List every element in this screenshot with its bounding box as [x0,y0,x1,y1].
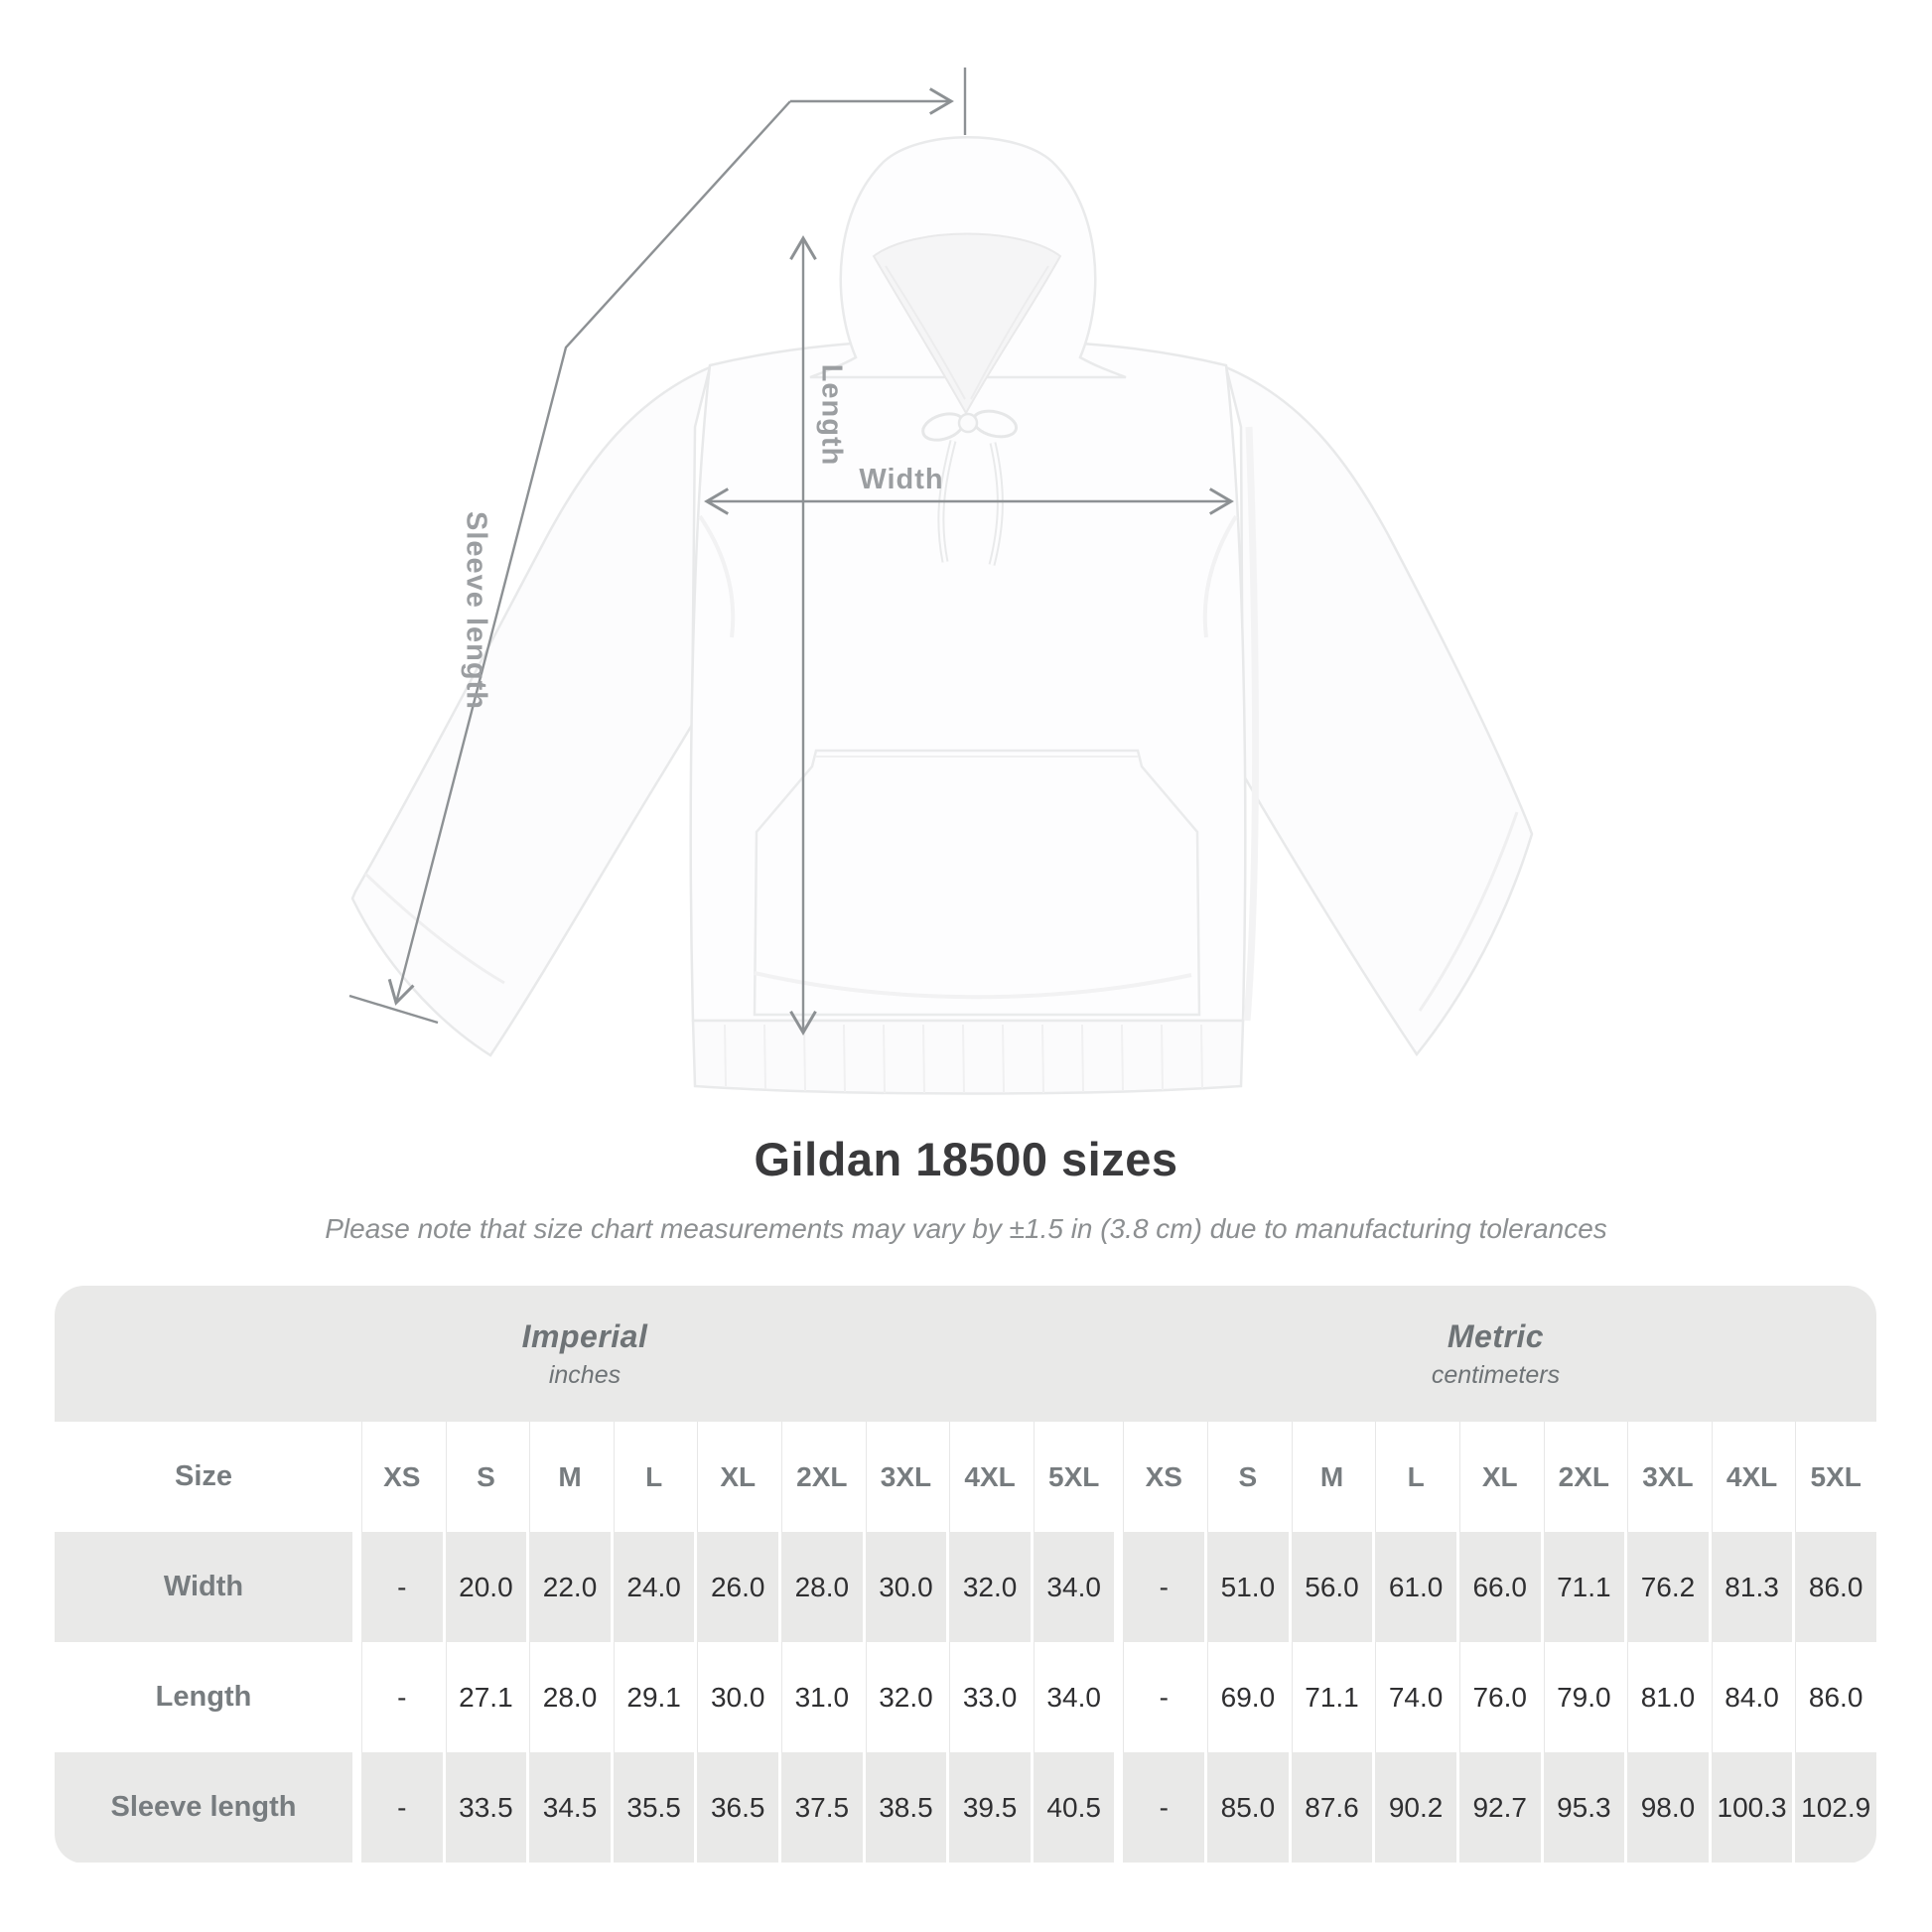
size-header-cell: L [610,1422,695,1532]
measure-cell: 35.5 [610,1752,695,1863]
measure-cell: - [1114,1642,1204,1752]
size-header-cell: 5XL [1030,1422,1115,1532]
table-rows: Width -20.0 22.0 24.0 26.0 28.0 30.0 32.0 34.0-5… [55,1532,1876,1863]
measure-cell: 69.0 [1204,1642,1289,1752]
measure-cell: 51.0 [1204,1532,1289,1642]
size-table: Imperial inches Metric centimeters Size … [55,1286,1876,1863]
measure-cell: 100.3 [1708,1752,1793,1863]
measure-cell: 20.0 [442,1532,527,1642]
page-subtitle: Please note that size chart measurements… [325,1213,1607,1244]
measure-cell: 32.0 [946,1532,1031,1642]
metric-unit-sub: centimeters [1431,1360,1561,1389]
size-header-cell: M [526,1422,611,1532]
measure-cell: 95.3 [1540,1752,1625,1863]
measure-cell: 33.5 [442,1752,527,1863]
size-header-cell: 2XL [778,1422,863,1532]
measure-cell: 32.0 [862,1642,947,1752]
measure-cell: 81.0 [1624,1642,1709,1752]
row-label: Length [155,1681,252,1713]
size-header-cell: 4XL [1708,1422,1793,1532]
page-title: Gildan 18500 sizes [754,1133,1178,1185]
measure-cell: 24.0 [610,1532,695,1642]
width-dim-label: Width [859,464,943,495]
measure-cell: 61.0 [1372,1532,1456,1642]
measure-cell: 56.0 [1288,1532,1373,1642]
measure-cell: 36.5 [694,1752,778,1863]
size-header-cell: 5XL [1792,1422,1876,1532]
measure-cell: 90.2 [1372,1752,1456,1863]
measure-cell: 98.0 [1624,1752,1709,1863]
hoodie-diagram: Length Width Sleeve length [348,68,1534,1095]
size-header-cell: 2XL [1540,1422,1625,1532]
metric-unit-header: Metric centimeters [1115,1286,1876,1422]
shoulder-reference-arrow [790,68,967,135]
measure-cell: 81.3 [1708,1532,1793,1642]
measure-cell: 26.0 [694,1532,778,1642]
size-header-cell: XL [1455,1422,1541,1532]
imperial-unit-sub: inches [548,1360,621,1389]
measure-cell: 27.1 [442,1642,527,1752]
size-header-cell: M [1288,1422,1373,1532]
measure-cell: 38.5 [862,1752,947,1863]
measure-cell: - [352,1532,443,1642]
measure-cell: 34.0 [1030,1642,1115,1752]
row-label: Sleeve length [110,1791,297,1823]
measure-cell: 22.0 [526,1532,611,1642]
size-column-header: Size [174,1460,233,1492]
measure-cell: 71.1 [1540,1532,1625,1642]
measure-cell: 76.2 [1624,1532,1709,1642]
measure-cell: 29.1 [610,1642,695,1752]
measure-cell: 34.5 [526,1752,611,1863]
size-header-cell: 3XL [862,1422,947,1532]
size-header-row: Size XS S M L XL 2XL 3XL 4XL 5XL XS S M L XL 2XL 3XL 4XL… [55,1422,1876,1532]
table-row: Width -20.0 22.0 24.0 26.0 28.0 30.0 32.0 34.0-5… [55,1532,1876,1642]
measure-cell: 87.6 [1288,1752,1373,1863]
size-header-cell: S [442,1422,527,1532]
measure-cell: 85.0 [1204,1752,1289,1863]
size-header-cell: S [1204,1422,1289,1532]
sleeve-length-arrow [348,100,791,1025]
measure-cell: 74.0 [1372,1642,1456,1752]
size-header-cell: L [1372,1422,1456,1532]
measure-cell: 66.0 [1455,1532,1541,1642]
size-header-cell: 4XL [946,1422,1031,1532]
measure-cell: - [352,1642,443,1752]
measure-cell: 76.0 [1455,1642,1541,1752]
units-header-band: Imperial inches Metric centimeters [55,1286,1876,1422]
metric-unit-name: Metric [1447,1317,1545,1354]
measure-cell: - [1114,1532,1204,1642]
measure-cell: 79.0 [1540,1642,1625,1752]
measure-cell: 86.0 [1792,1532,1876,1642]
imperial-unit-name: Imperial [521,1317,648,1354]
imperial-unit-header: Imperial inches [55,1286,1115,1422]
size-header-cell: XS [1114,1422,1204,1532]
measure-cell: 31.0 [778,1642,863,1752]
measure-cell: 34.0 [1030,1532,1115,1642]
measure-cell: 102.9 [1792,1752,1876,1863]
measure-cell: 92.7 [1455,1752,1541,1863]
table-row: Sleeve length -33.5 34.5 35.5 36.5 37.5 38.5 39… [55,1752,1876,1863]
measure-cell: 30.0 [862,1532,947,1642]
measure-cell: 30.0 [694,1642,778,1752]
measure-cell: 37.5 [778,1752,863,1863]
measure-cell: - [352,1752,443,1863]
measure-cell: 86.0 [1792,1642,1876,1752]
size-header-cell: 3XL [1624,1422,1709,1532]
measure-cell: 39.5 [946,1752,1031,1863]
table-row: Length -27.1 28.0 29.1 30.0 31.0 32.0 33.0 34.0-… [55,1642,1876,1752]
measure-cell: - [1114,1752,1204,1863]
measure-cell: 28.0 [526,1642,611,1752]
size-header-cell: XL [694,1422,778,1532]
measure-cell: 84.0 [1708,1642,1793,1752]
hoodie-illustration [350,136,1534,1095]
sleeve-length-dim-label: Sleeve length [460,511,491,710]
measure-cell: 71.1 [1288,1642,1373,1752]
measure-cell: 28.0 [778,1532,863,1642]
measure-cell: 40.5 [1030,1752,1115,1863]
measure-cell: 33.0 [946,1642,1031,1752]
row-label: Width [163,1571,244,1602]
length-dim-label: Length [815,364,847,467]
size-header-cell: XS [352,1422,443,1532]
